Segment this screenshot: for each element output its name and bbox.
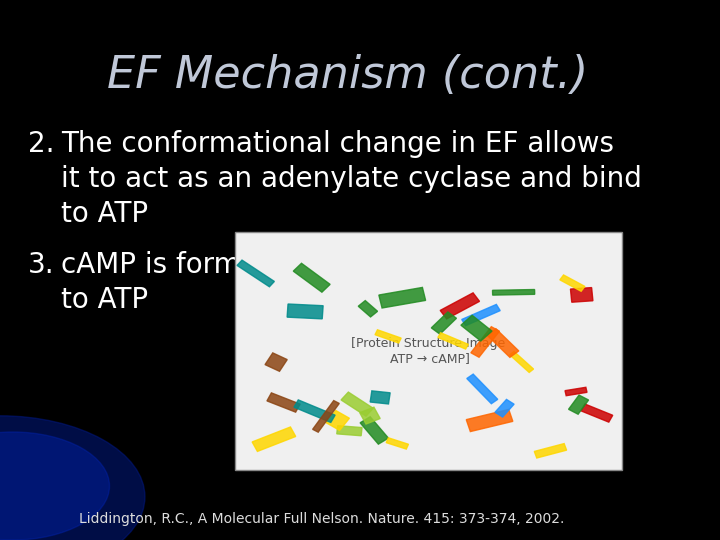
Bar xyxy=(386,438,408,449)
Bar xyxy=(379,287,426,308)
Text: Liddington, R.C., A Molecular Full Nelson. Nature. 415: 373-374, 2002.: Liddington, R.C., A Molecular Full Nelso… xyxy=(79,512,564,526)
Bar xyxy=(312,401,339,432)
Bar xyxy=(492,289,535,295)
Bar xyxy=(565,387,587,396)
Bar xyxy=(359,301,377,317)
Bar xyxy=(360,417,389,444)
Text: it to act as an adenylate cyclase and bind: it to act as an adenylate cyclase and bi… xyxy=(61,165,642,193)
Text: The conformational change in EF allows: The conformational change in EF allows xyxy=(61,130,614,158)
FancyBboxPatch shape xyxy=(235,232,621,470)
Bar xyxy=(534,443,567,458)
Ellipse shape xyxy=(0,416,145,540)
Text: 3.: 3. xyxy=(28,251,55,279)
Bar xyxy=(375,330,401,343)
Bar xyxy=(462,305,500,326)
Bar xyxy=(487,329,519,357)
Text: [Protein Structure Image
 ATP → cAMP]: [Protein Structure Image ATP → cAMP] xyxy=(351,337,505,365)
Bar xyxy=(581,404,613,422)
Bar xyxy=(293,264,330,292)
Bar xyxy=(495,400,514,417)
Bar xyxy=(438,333,469,349)
Bar xyxy=(237,260,274,287)
Bar xyxy=(467,374,498,404)
Text: cAMP is formed due to the binding of EF: cAMP is formed due to the binding of EF xyxy=(61,251,618,279)
Bar xyxy=(510,352,534,373)
Bar xyxy=(461,315,492,341)
Text: 2.: 2. xyxy=(28,130,55,158)
Text: to ATP: to ATP xyxy=(61,286,148,314)
Bar xyxy=(431,312,456,334)
Bar xyxy=(265,353,287,372)
Bar xyxy=(287,304,323,319)
Bar xyxy=(471,327,500,357)
Bar xyxy=(341,392,373,416)
Ellipse shape xyxy=(0,432,109,540)
Bar xyxy=(326,410,349,430)
Bar xyxy=(370,391,390,404)
Bar xyxy=(267,393,300,412)
Bar xyxy=(569,395,588,414)
Bar xyxy=(337,426,362,436)
Bar xyxy=(560,275,585,291)
Bar xyxy=(252,427,296,451)
Bar xyxy=(467,409,513,431)
Text: to ATP: to ATP xyxy=(61,200,148,228)
Bar xyxy=(360,407,380,424)
Bar xyxy=(570,288,593,302)
Text: EF Mechanism (cont.): EF Mechanism (cont.) xyxy=(107,54,588,97)
Bar xyxy=(294,400,335,422)
Bar xyxy=(440,293,480,319)
